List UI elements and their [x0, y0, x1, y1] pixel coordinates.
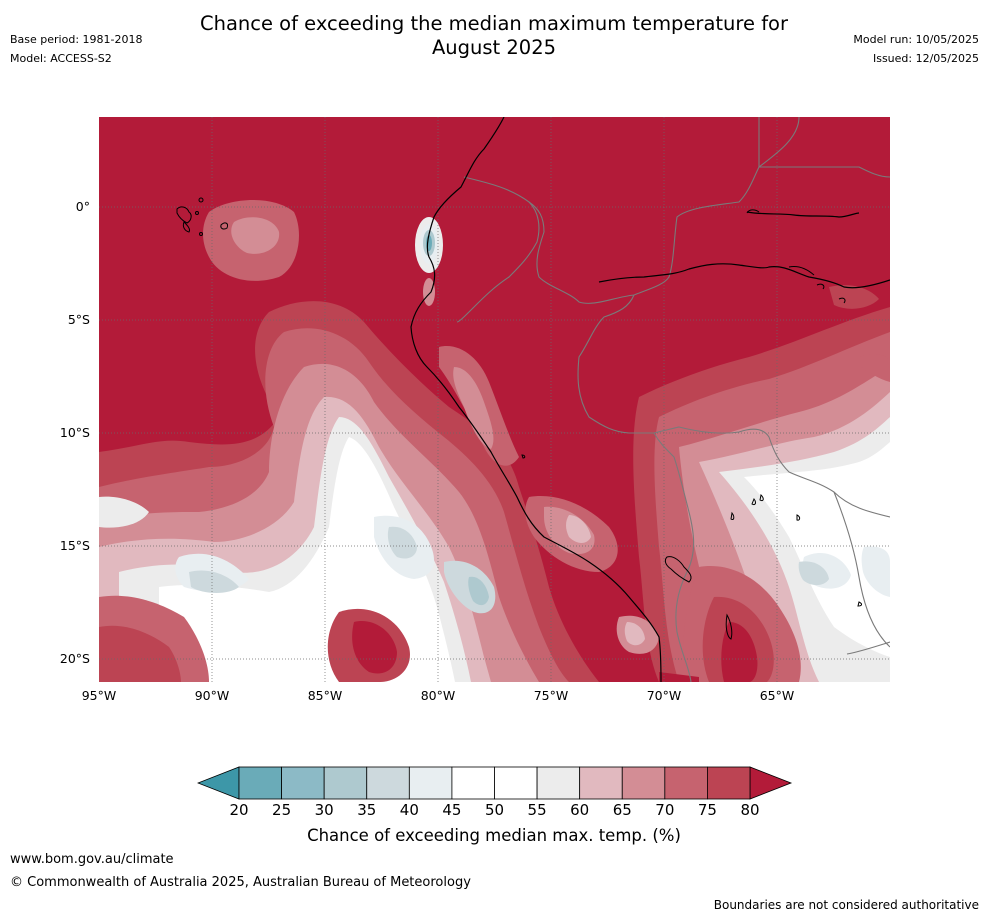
- graticule: [99, 117, 890, 682]
- colorbar-swatch: [366, 766, 410, 800]
- forecast-map: [99, 117, 890, 682]
- colorbar-tick-label: 35: [357, 801, 377, 819]
- meta-right: Model run: 10/05/2025 Issued: 12/05/2025: [853, 30, 979, 68]
- colorbar-label: Chance of exceeding median max. temp. (%…: [307, 826, 681, 845]
- lon-label-75w: 75°W: [533, 688, 569, 703]
- amazon-anomaly: [829, 285, 890, 382]
- colorbar-tick-label: 25: [272, 801, 292, 819]
- lat-label-5s: 5°S: [67, 312, 90, 327]
- colorbar-swatch: [579, 766, 623, 800]
- lat-label-10s: 10°S: [59, 425, 90, 440]
- colorbar-swatch: [707, 766, 751, 800]
- galapagos-islands: [176, 197, 228, 236]
- colorbar-tick-label: 65: [612, 801, 632, 819]
- colorbar-tick-label: 60: [570, 801, 590, 819]
- base-period: Base period: 1981-2018: [10, 33, 143, 46]
- ocean-anomaly-region: [99, 301, 599, 682]
- colorbar-tick-label: 75: [697, 801, 717, 819]
- map-panel: [99, 117, 890, 682]
- colorbar-swatch: [536, 766, 581, 800]
- lon-label-80w: 80°W: [420, 688, 456, 703]
- colorbar-swatch: [451, 766, 495, 800]
- colorbar-graphic: [196, 766, 793, 800]
- meta-left: Base period: 1981-2018 Model: ACCESS-S2: [10, 30, 142, 68]
- colorbar-swatch: [621, 766, 666, 800]
- lon-label-95w: 95°W: [81, 688, 117, 703]
- lon-label-90w: 90°W: [194, 688, 230, 703]
- country-borders: [456, 117, 890, 682]
- footer-url: www.bom.gov.au/climate: [10, 852, 174, 867]
- footer-disclaimer: Boundaries are not considered authoritat…: [713, 898, 979, 912]
- colorbar-swatch: [323, 766, 368, 800]
- coastlines: [410, 117, 890, 682]
- colorbar-tick-label: 70: [655, 801, 675, 819]
- ecuador-cool-spot: [415, 217, 443, 306]
- colorbar-swatch: [408, 766, 453, 800]
- colorbar-tick-label: 50: [484, 801, 505, 819]
- model-name: Model: ACCESS-S2: [10, 52, 112, 65]
- colorbar-swatch: [494, 766, 538, 800]
- colorbar-low-extend: [196, 766, 240, 800]
- lon-label-65w: 65°W: [759, 688, 795, 703]
- lat-label-20s: 20°S: [59, 651, 90, 666]
- coastal-anomaly: [439, 346, 618, 572]
- title-line-1: Chance of exceeding the median maximum t…: [199, 12, 789, 35]
- colorbar-tick-label: 40: [399, 801, 419, 819]
- map-title: Chance of exceeding the median maximum t…: [0, 12, 988, 60]
- title-line-2: August 2025: [431, 36, 557, 59]
- colorbar-high-extend: [749, 766, 793, 800]
- lon-label-70w: 70°W: [646, 688, 682, 703]
- lon-label-85w: 85°W: [307, 688, 343, 703]
- lake-titicaca: [521, 209, 862, 640]
- colorbar-swatch: [238, 766, 282, 800]
- colorbar-swatch: [664, 766, 708, 800]
- colorbar-tick-label: 30: [314, 801, 334, 819]
- colorbar-tick-label: 80: [740, 801, 760, 819]
- colorbar-swatch: [281, 766, 325, 800]
- model-run: Model run: 10/05/2025: [853, 33, 979, 46]
- footer-copyright: © Commonwealth of Australia 2025, Austra…: [10, 875, 471, 890]
- colorbar: [196, 766, 793, 800]
- colorbar-tick-label: 20: [229, 801, 249, 819]
- colorbar-tick-label: 45: [442, 801, 462, 819]
- lat-label-0: 0°: [75, 199, 90, 214]
- galapagos-anomaly: [203, 199, 299, 281]
- issued-date: Issued: 12/05/2025: [872, 52, 979, 65]
- interior-anomaly-region: [616, 307, 890, 682]
- lat-label-15s: 15°S: [59, 538, 90, 553]
- colorbar-tick-label: 55: [527, 801, 547, 819]
